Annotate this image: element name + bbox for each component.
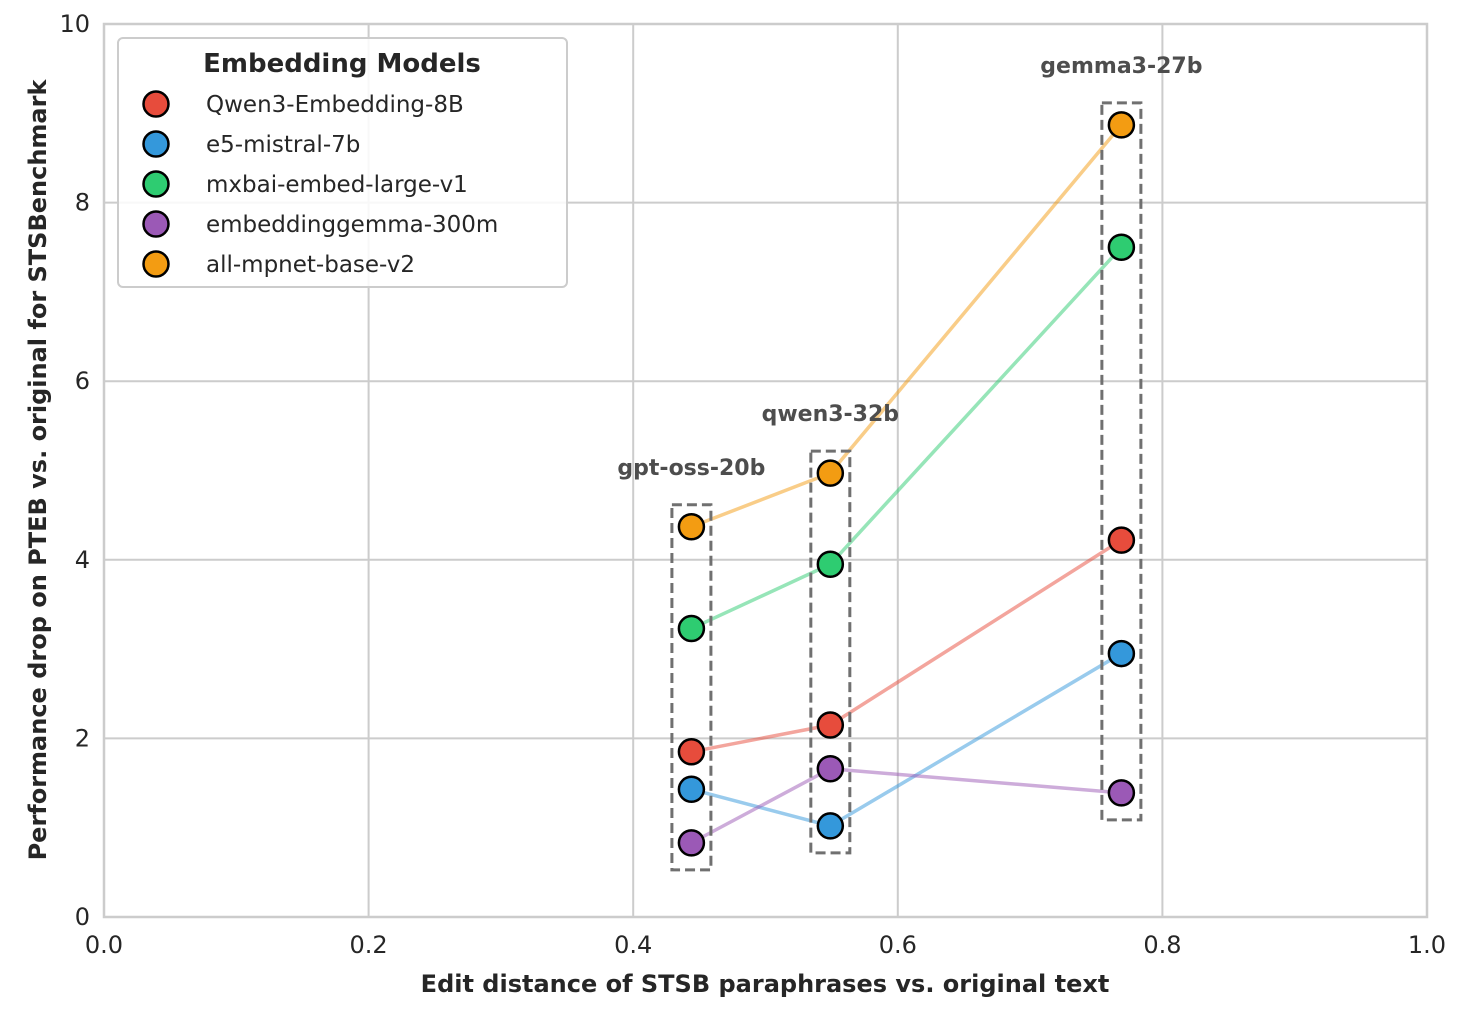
y-tick-label: 6 xyxy=(75,367,90,395)
data-point-3-0 xyxy=(677,829,706,857)
data-point-1-2 xyxy=(1107,639,1136,668)
group-label-1: qwen3-32b xyxy=(762,402,899,427)
legend-label-1: e5-mistral-7b xyxy=(206,132,360,158)
x-tick-label: 0.6 xyxy=(879,931,917,959)
legend-label-0: Qwen3-Embedding-8B xyxy=(206,92,464,118)
x-tick-label: 1.0 xyxy=(1408,931,1446,959)
data-point-1-1 xyxy=(816,812,845,840)
series-line-2 xyxy=(690,246,1123,631)
data-point-2-0 xyxy=(677,614,706,643)
y-tick-label: 8 xyxy=(75,189,90,217)
group-box-2 xyxy=(1100,101,1143,822)
legend-marker-2 xyxy=(142,170,170,198)
legend: Embedding Models Qwen3-Embedding-8B e5-mi… xyxy=(117,37,568,288)
y-tick-label: 10 xyxy=(59,10,90,38)
x-axis-label: Edit distance of STSB paraphrases vs. or… xyxy=(421,970,1110,998)
y-tick-label: 4 xyxy=(75,546,90,574)
y-tick-label: 0 xyxy=(75,903,90,931)
data-point-0-0 xyxy=(677,738,706,766)
data-point-2-2 xyxy=(1107,233,1136,261)
data-point-4-1 xyxy=(816,459,845,487)
data-point-0-2 xyxy=(1107,526,1136,554)
legend-marker-3 xyxy=(142,210,170,238)
plot-area-border xyxy=(102,22,1429,919)
data-point-4-2 xyxy=(1107,111,1136,139)
series-line-0 xyxy=(691,538,1123,754)
series-lines xyxy=(690,123,1123,845)
axis-ticks: 0.0 0.2 0.4 0.6 0.8 1.0 0 2 4 6 8 10 xyxy=(59,10,1446,959)
group-boxes xyxy=(670,101,1143,872)
group-box-0 xyxy=(670,503,713,872)
data-point-0-1 xyxy=(816,711,845,739)
x-tick-label: 0.2 xyxy=(350,931,388,959)
legend-items: Qwen3-Embedding-8B e5-mistral-7b mxbai-emb… xyxy=(142,90,498,278)
legend-marker-4 xyxy=(142,250,170,278)
x-tick-label: 0.0 xyxy=(85,931,123,959)
group-box-1 xyxy=(809,449,852,855)
data-point-3-2 xyxy=(1107,779,1136,807)
group-label-2: gemma3-27b xyxy=(1040,54,1202,79)
legend-label-4: all-mpnet-base-v2 xyxy=(206,252,415,278)
plot-frame xyxy=(102,22,1429,919)
data-point-4-0 xyxy=(677,513,706,541)
legend-label-2: mxbai-embed-large-v1 xyxy=(206,172,468,198)
y-axis-label: Performance drop on PTEB vs. original fo… xyxy=(24,79,52,861)
legend-box xyxy=(117,37,568,288)
legend-marker-0 xyxy=(142,90,170,118)
data-point-3-1 xyxy=(816,755,845,783)
group-labels: gpt-oss-20b qwen3-32b gemma3-27b xyxy=(617,54,1202,481)
data-point-1-0 xyxy=(677,775,706,804)
y-tick-label: 2 xyxy=(75,724,90,752)
legend-label-3: embeddinggemma-300m xyxy=(206,212,498,238)
group-label-0: gpt-oss-20b xyxy=(617,456,765,481)
x-tick-label: 0.4 xyxy=(614,931,652,959)
legend-marker-1 xyxy=(142,130,170,158)
data-points xyxy=(677,111,1136,857)
legend-title: Embedding Models xyxy=(203,49,481,79)
x-tick-label: 0.8 xyxy=(1143,931,1181,959)
data-point-2-1 xyxy=(816,550,845,579)
